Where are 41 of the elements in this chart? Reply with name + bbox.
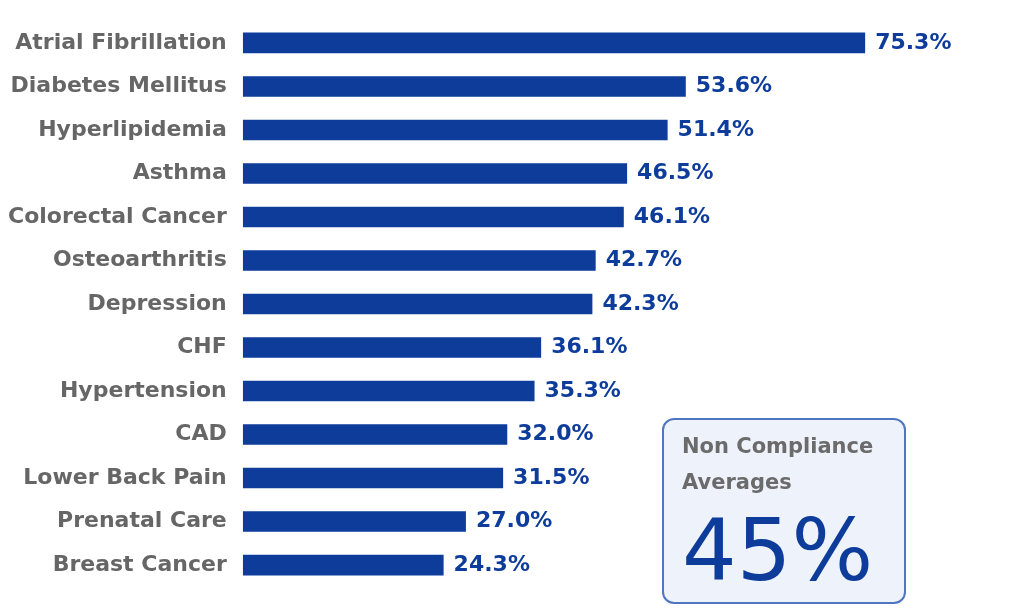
bar [242, 337, 542, 358]
bar [242, 554, 444, 576]
y-tick-label: Colorectal Cancer [7, 202, 227, 228]
data-label: 51.4% [677, 115, 754, 141]
data-label: 46.1% [633, 202, 711, 228]
data-label: 36.1% [551, 333, 628, 359]
data-label: 24.3% [453, 550, 530, 576]
data-label: 27.0% [475, 507, 553, 533]
data-label: 31.5% [513, 463, 590, 489]
bar [242, 163, 628, 184]
y-tick-label: CHF [177, 333, 227, 359]
annotation: Non Compliance Averages [682, 433, 875, 496]
data-label: 75.3% [875, 28, 952, 54]
bar [242, 250, 596, 271]
y-tick-label: Asthma [132, 159, 227, 185]
bar [242, 380, 535, 402]
bar [242, 206, 624, 228]
data-label: 53.6% [695, 72, 773, 98]
y-tick-label: Depression [87, 289, 227, 315]
bar [242, 293, 593, 315]
y-tick-label: Prenatal Care [57, 507, 227, 533]
bar [242, 511, 466, 532]
y-tick-label: Hypertension [59, 376, 227, 402]
data-label: 42.7% [605, 246, 683, 272]
bar [242, 467, 504, 489]
data-label: 35.3% [544, 376, 621, 402]
y-tick-label: Hyperlipidemia [38, 115, 227, 141]
annotation: 45% [682, 500, 875, 600]
data-label: 42.3% [602, 289, 679, 315]
y-tick-label: Atrial Fibrillation [15, 28, 227, 54]
bar [242, 424, 508, 445]
y-tick-label: Lower Back Pain [23, 463, 227, 489]
y-tick-label: CAD [175, 420, 227, 446]
bar [242, 76, 686, 97]
bar [242, 119, 668, 141]
y-tick-label: Diabetes Mellitus [10, 72, 227, 98]
data-label: 46.5% [637, 159, 714, 185]
y-tick-label: Breast Cancer [52, 550, 227, 576]
y-tick-label: Osteoarthritis [52, 246, 227, 272]
bar [242, 32, 866, 54]
data-label: 32.0% [517, 420, 594, 446]
